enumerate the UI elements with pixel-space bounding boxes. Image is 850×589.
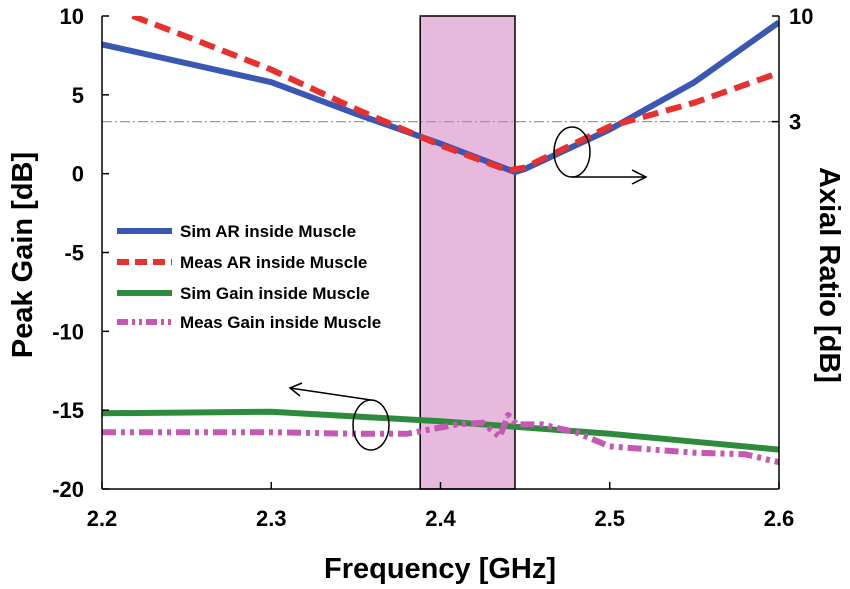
series-line-meas-gain-inside-muscle [102, 411, 779, 466]
series-line-meas-ar-inside-muscle [131, 16, 779, 174]
y-tick-label: -10 [52, 319, 84, 344]
y-axis-title: Peak Gain [dB] [7, 152, 39, 358]
legend-label-meas-gain: Meas Gain inside Muscle [180, 313, 381, 332]
legend-label-sim-gain: Sim Gain inside Muscle [180, 284, 370, 303]
x-tick-label: 2.4 [425, 506, 456, 531]
annotation-ar-pointer [553, 126, 648, 185]
y2-axis-title: Axial Ratio [dB] [813, 167, 845, 383]
y2-tick-label: 3 [789, 110, 801, 135]
y-tick-label: -20 [52, 477, 84, 502]
legend-label-meas-ar: Meas AR inside Muscle [180, 253, 367, 272]
y-tick-label: 10 [60, 4, 84, 29]
highlight-band [419, 15, 516, 490]
annotation-gain-pointer [288, 382, 390, 451]
x-tick-label: 2.6 [764, 506, 795, 531]
x-tick-label: 2.2 [87, 506, 118, 531]
y-tick-label: 0 [72, 162, 84, 187]
x-tick-label: 2.3 [256, 506, 287, 531]
x-tick-label: 2.5 [594, 506, 625, 531]
annotation-arrow-left-icon [288, 382, 372, 401]
y-tick-label: -15 [52, 398, 84, 423]
legend: Sim AR inside Muscle Meas AR inside Musc… [117, 222, 381, 332]
legend-label-sim-ar: Sim AR inside Muscle [180, 222, 356, 241]
x-axis-title: Frequency [GHz] [324, 553, 556, 585]
y-tick-label: -5 [64, 241, 84, 266]
annotation-ellipse-gain [352, 399, 390, 451]
y2-tick-label: 10 [789, 4, 813, 29]
y-tick-label: 5 [72, 83, 84, 108]
annotation-arrow-right-icon [572, 169, 648, 185]
